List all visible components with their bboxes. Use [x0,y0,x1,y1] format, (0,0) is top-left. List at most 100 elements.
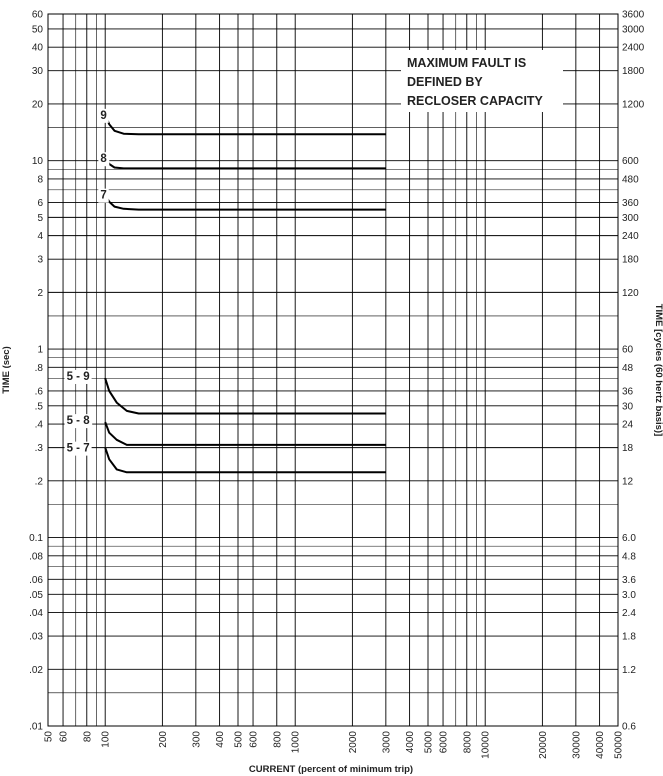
y-tick-label-right: 1800 [622,66,645,77]
y-tick-label-left: .5 [35,401,44,412]
y-tick-label-left: .8 [35,363,44,374]
y-tick-label-right: 2.4 [622,608,636,619]
y-tick-label-right: 1.8 [622,632,636,643]
y-tick-label-right: 12 [622,476,634,487]
y-tick-label-left: 10 [32,156,44,167]
x-tick-label: 80 [82,731,93,743]
curve-label-background [64,369,92,384]
plot-frame [47,13,619,727]
y-tick-label-right: 18 [622,443,634,454]
y-tick-label-left: .01 [29,722,43,733]
left-tick-labels: 60 50 40 30 20 10 8 6 5 4 3 2 1 .8 .6 .5 .4 .3 .2 0.1 .08 .06… [29,10,43,733]
y-tick-label-right: 480 [622,174,639,185]
y-tick-label-right: 6.0 [622,533,636,544]
curve-label-background [64,414,93,429]
x-tick-label: 800 [272,731,283,748]
curve-label: 5 - 7 [67,443,90,455]
y-tick-label-right: 0.6 [622,722,636,733]
x-tick-labels: 50 60 80 100 200 300 400 500 600 800 1000 2000 3000 4… [44,731,625,759]
major-grid [47,13,619,727]
y-tick-label-right: 36 [622,386,634,397]
y-tick-label-right: 180 [622,255,639,266]
y-tick-label-left: 5 [37,213,43,224]
y-tick-label-left: .03 [29,632,43,643]
x-tick-label: 400 [215,731,226,748]
curve-label: 5 - 9 [67,371,90,383]
y-tick-label-right: 3600 [622,10,645,21]
y-axis-title-right: TIME [cycles (60 hertz basis)] [653,304,663,437]
x-tick-label: 8000 [462,731,473,754]
x-tick-label: 500 [234,731,245,748]
callout-background [401,50,563,112]
curve-line [104,447,386,474]
x-tick-label: 50 [44,731,55,743]
y-tick-label-right: 30 [622,401,634,412]
curve-label: 7 [100,190,106,202]
y-tick-label-left: .06 [29,575,43,586]
y-tick-label-right: 600 [622,156,639,167]
x-tick-label: 1000 [291,731,302,754]
y-tick-label-left: .6 [35,386,44,397]
y-tick-label-left: 6 [37,198,43,209]
x-tick-label: 4000 [405,731,416,754]
x-tick-label: 40000 [595,731,606,759]
curve-label: 8 [100,153,107,165]
curve-line [104,377,386,415]
y-tick-label-right: 240 [622,231,639,242]
y-tick-label-right: 3.6 [622,575,636,586]
y-tick-label-left: 0.1 [29,533,43,544]
right-tick-labels: 3600 3000 2400 1800 1200 600 480 360 300 240 180 12… [622,10,645,733]
curve-label-background [98,152,110,167]
curve-label-background [98,188,109,203]
y-axis-title-left: TIME (sec) [1,346,12,394]
y-tick-label-right: 48 [622,363,634,374]
callout-line-2: DEFINED BY [407,75,483,89]
x-tick-label: 20000 [538,731,549,759]
callout-box: MAXIMUM FAULT IS DEFINED BY RECLOSER CAP… [401,50,563,112]
y-tick-label-right: 1.2 [622,665,636,676]
y-tick-label-right: 3000 [622,24,645,35]
curve-label: 9 [100,110,106,122]
y-tick-label-right: 1200 [622,99,645,110]
x-tick-label: 600 [249,731,260,748]
y-tick-label-right: 2400 [622,43,645,54]
x-tick-label: 3000 [381,731,392,754]
curve-series: 9 8 7 5 - 9 5 - 8 5 - 7 [64,108,386,474]
x-tick-label: 2000 [348,731,359,754]
y-tick-label-left: .3 [35,443,44,454]
curve-label: 5 - 8 [67,415,91,427]
x-tick-label: 200 [158,731,169,748]
y-tick-label-left: 3 [37,255,43,266]
y-tick-label-left: .08 [29,551,43,562]
y-tick-label-left: .2 [35,476,44,487]
x-axis-title: CURRENT (percent of minimum trip) [249,764,413,775]
x-tick-label: 6000 [439,731,450,754]
curve-label-background [64,441,92,456]
y-tick-label-right: 24 [622,420,634,431]
curve-line [104,114,386,136]
curve-line [104,421,386,446]
y-tick-label-left: .05 [29,590,43,601]
y-tick-label-left: 1 [37,345,43,356]
y-tick-label-right: 3.0 [622,590,636,601]
y-tick-label-left: 20 [32,99,44,110]
y-tick-label-left: 8 [37,174,43,185]
y-tick-label-right: 300 [622,213,639,224]
y-tick-label-right: 120 [622,288,639,299]
x-tick-label: 300 [191,731,202,748]
y-tick-label-right: 4.8 [622,551,636,562]
y-tick-label-left: 60 [32,10,44,21]
y-tick-label-left: .4 [35,420,44,431]
y-tick-label-left: 30 [32,66,44,77]
minor-grid [48,14,618,726]
x-tick-label: 60 [59,731,70,743]
curve-line [104,157,386,170]
callout-line-1: MAXIMUM FAULT IS [407,56,526,70]
curve-label-background [98,108,109,123]
callout-line-3: RECLOSER CAPACITY [407,94,544,108]
y-tick-label-right: 60 [622,345,634,356]
x-tick-label: 30000 [571,731,582,759]
x-tick-label: 5000 [424,731,435,754]
x-tick-label: 10000 [481,731,492,759]
